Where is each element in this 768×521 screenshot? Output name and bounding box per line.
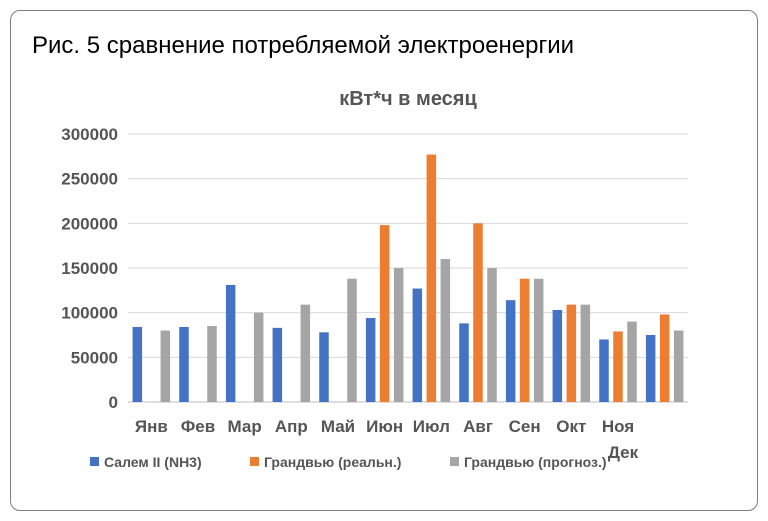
y-tick-label: 200000 — [61, 214, 118, 233]
bar — [347, 278, 357, 402]
y-tick-label: 50000 — [71, 348, 118, 367]
bar — [659, 314, 670, 402]
legend: Салем II (NH3) Грандвью (реальн.) Грандвью… — [90, 454, 607, 470]
bar — [225, 284, 236, 402]
bar — [300, 304, 311, 402]
bar — [519, 278, 530, 402]
x-tick-label: Фев — [181, 417, 215, 436]
bar — [627, 321, 637, 402]
bar — [533, 278, 544, 402]
x-tick-label: Янв — [135, 417, 168, 436]
x-axis-ticks: Янв Фев Мар Апр Май Июн Июл Авг Сен Окт Ноя Дек — [135, 417, 639, 462]
legend-label: Салем II (NH3) — [104, 454, 202, 470]
bar — [613, 331, 623, 402]
legend-swatch — [450, 457, 459, 466]
bar — [673, 330, 684, 402]
y-tick-label: 100000 — [61, 304, 118, 323]
x-tick-label: Апр — [275, 417, 308, 436]
legend-label: Грандвью (прогноз.) — [464, 454, 607, 470]
bar — [207, 326, 217, 402]
bar — [487, 268, 497, 402]
x-tick-label: Мар — [228, 417, 262, 436]
y-tick-label: 0 — [109, 393, 118, 412]
y-tick-label: 300000 — [61, 125, 118, 144]
bar — [412, 288, 423, 402]
legend-swatch — [90, 457, 99, 466]
bar — [599, 339, 609, 402]
y-tick-label: 250000 — [61, 170, 118, 189]
x-tick-label: Дек — [608, 443, 639, 462]
bar — [645, 335, 656, 402]
bars — [132, 154, 684, 402]
bar — [505, 300, 516, 402]
gridlines — [128, 133, 688, 403]
legend-swatch — [250, 457, 259, 466]
bar — [552, 309, 563, 402]
bar — [132, 326, 143, 402]
bar — [365, 318, 376, 402]
chart-title: кВт*ч в месяц — [339, 88, 477, 110]
bar — [580, 304, 591, 402]
figure-caption: Рис. 5 сравнение потребляемой электроене… — [32, 32, 575, 59]
bar — [253, 312, 264, 402]
bar — [393, 268, 404, 402]
x-tick-label: Июл — [413, 417, 450, 436]
bar — [440, 259, 451, 402]
bar — [179, 326, 189, 402]
bar — [319, 332, 329, 402]
bar — [426, 154, 437, 402]
bar — [566, 304, 577, 402]
x-tick-label: Авг — [463, 417, 493, 436]
legend-label: Грандвью (реальн.) — [264, 454, 401, 470]
bar — [473, 223, 483, 402]
x-tick-label: Окт — [556, 417, 586, 436]
y-tick-label: 150000 — [61, 259, 118, 278]
x-tick-label: Июн — [366, 417, 403, 436]
bar — [459, 323, 469, 402]
x-tick-label: Сен — [509, 417, 541, 436]
x-tick-label: Ноя — [602, 417, 634, 436]
bar — [160, 330, 171, 402]
y-axis-ticks: 0 50000 100000 150000 200000 250000 300000 — [61, 125, 118, 412]
x-tick-label: Май — [321, 417, 355, 436]
bar — [379, 225, 390, 402]
bar — [272, 327, 283, 402]
